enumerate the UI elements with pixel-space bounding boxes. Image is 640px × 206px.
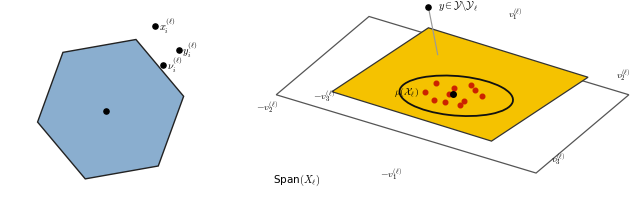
Text: $v_2^{(\ell)}$: $v_2^{(\ell)}$	[616, 67, 630, 83]
Text: $v_3^{(\ell)}$: $v_3^{(\ell)}$	[551, 151, 566, 167]
Text: $-v_2^{(\ell)}$: $-v_2^{(\ell)}$	[256, 99, 278, 115]
Text: $-v_3^{(\ell)}$: $-v_3^{(\ell)}$	[314, 88, 335, 104]
Polygon shape	[332, 28, 588, 141]
Text: Span$(X_\ell)$: Span$(X_\ell)$	[273, 173, 320, 188]
Text: $v_1^{(\ell)}$: $v_1^{(\ell)}$	[508, 6, 523, 22]
Polygon shape	[38, 40, 184, 179]
Text: $\nu_i^{(\ell)}$: $\nu_i^{(\ell)}$	[167, 55, 182, 75]
Text: $y \in \mathcal{Y}\backslash\mathcal{Y}_\ell$: $y \in \mathcal{Y}\backslash\mathcal{Y}_…	[438, 0, 478, 14]
Text: $x_i^{(\ell)}$: $x_i^{(\ell)}$	[159, 16, 175, 36]
Text: $\mu(\mathcal{X}_\ell)$: $\mu(\mathcal{X}_\ell)$	[394, 87, 419, 100]
Polygon shape	[276, 16, 629, 173]
Text: $-v_1^{(\ell)}$: $-v_1^{(\ell)}$	[380, 166, 403, 182]
Text: $y_i^{(\ell)}$: $y_i^{(\ell)}$	[182, 40, 198, 61]
